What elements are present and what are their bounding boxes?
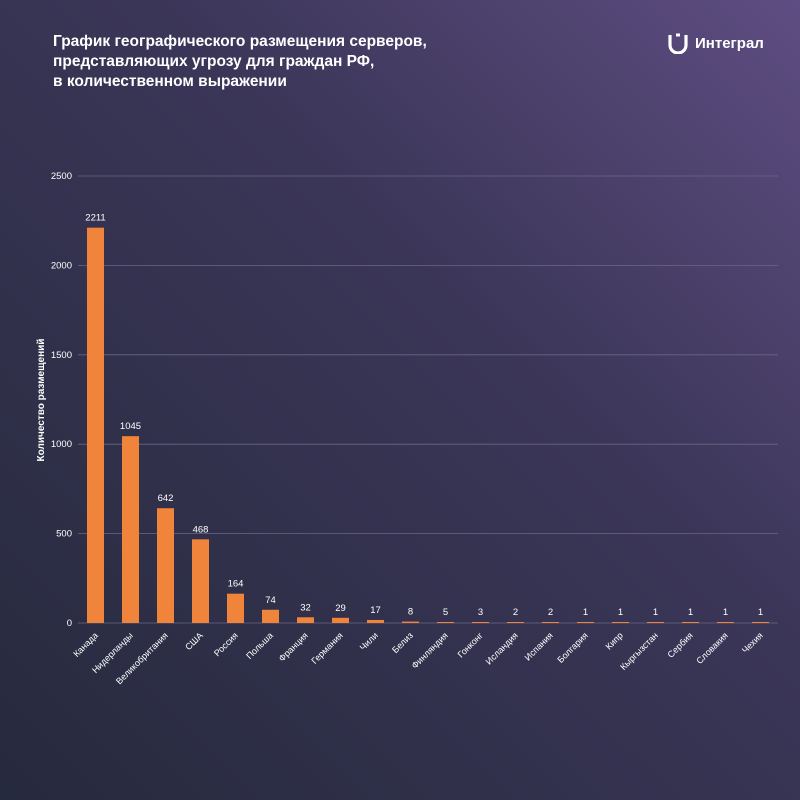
x-tick-label: Польша	[244, 630, 275, 661]
value-label: 74	[265, 595, 276, 606]
bar	[192, 539, 209, 623]
value-label: 1	[653, 607, 658, 618]
value-label: 2	[548, 607, 553, 618]
value-label: 468	[193, 524, 209, 535]
bar	[262, 609, 279, 623]
value-label: 1	[723, 607, 728, 618]
x-tick-label: Франция	[277, 630, 310, 663]
x-tick-label: Кыргызстан	[618, 630, 660, 672]
value-label: 3	[478, 607, 483, 618]
value-label: 164	[228, 579, 244, 590]
x-tick-label: Болгария	[555, 630, 590, 665]
bar	[612, 622, 629, 623]
y-tick-label: 1000	[51, 439, 72, 450]
x-tick-label: США	[183, 630, 205, 652]
bar	[297, 617, 314, 623]
value-label: 17	[370, 605, 381, 616]
bar	[87, 227, 104, 623]
bar	[332, 617, 349, 623]
value-label: 2211	[85, 213, 105, 224]
x-tick-label: Германия	[309, 630, 345, 666]
logo-text: Интеграл	[695, 34, 764, 52]
x-tick-label: Чехия	[740, 630, 765, 655]
value-label: 1	[688, 607, 693, 618]
bar	[752, 622, 769, 623]
y-tick-label: 2000	[51, 260, 72, 271]
value-label: 1	[758, 607, 763, 618]
value-label: 29	[335, 603, 346, 614]
y-tick-label: 500	[56, 529, 72, 540]
gridlines	[78, 175, 778, 624]
x-tick-label: Гонконг	[456, 630, 486, 660]
bar	[542, 622, 559, 623]
value-label: 2	[513, 607, 518, 618]
bar	[402, 621, 419, 623]
y-tick-labels: 0 500 1000 1500 2000 2500	[51, 171, 72, 629]
value-label: 1	[583, 607, 588, 618]
x-tick-label: Финляндия	[410, 630, 450, 670]
x-tick-label: Канада	[71, 630, 100, 659]
title-line-2: представляющих угрозу для граждан РФ,	[53, 53, 375, 70]
x-tick-label: Сербия	[666, 630, 695, 659]
value-label: 1	[618, 607, 623, 618]
x-tick-label: Кипр	[604, 630, 625, 651]
x-tick-label: Исландия	[484, 630, 520, 666]
x-tick-label: Россия	[212, 630, 240, 658]
y-tick-label: 1500	[51, 350, 72, 361]
bar	[507, 622, 524, 623]
x-tick-label: Словакия	[694, 630, 730, 666]
x-tick-label: Чили	[358, 630, 380, 652]
bar	[437, 622, 454, 623]
x-tick-label: Белиз	[390, 630, 415, 655]
value-label: 5	[443, 607, 448, 618]
y-tick-label: 0	[67, 618, 72, 629]
bar	[122, 436, 139, 623]
bar	[717, 622, 734, 623]
bar	[682, 622, 699, 623]
value-label: 8	[408, 607, 413, 618]
bar	[647, 622, 664, 623]
bar	[227, 593, 244, 623]
value-label: 32	[300, 602, 311, 613]
value-label: 642	[158, 493, 174, 504]
integral-logo-icon	[668, 33, 688, 54]
bar	[577, 622, 594, 623]
bar	[157, 508, 174, 623]
x-tick-label: Испания	[523, 630, 555, 662]
y-tick-label: 2500	[51, 171, 72, 182]
chart-title: График географического размещения сервер…	[53, 32, 427, 92]
brand-logo: Интеграл	[667, 32, 764, 54]
bar	[472, 622, 489, 623]
title-line-1: График географического размещения сервер…	[53, 33, 427, 50]
bar	[367, 619, 384, 623]
value-label: 1045	[120, 421, 141, 432]
title-line-3: в количественном выражении	[53, 73, 287, 90]
bars	[87, 227, 769, 623]
